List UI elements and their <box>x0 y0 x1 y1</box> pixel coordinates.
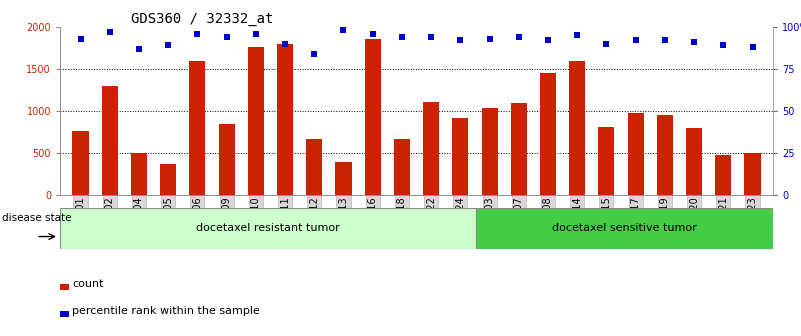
Bar <box>306 139 322 195</box>
Text: docetaxel sensitive tumor: docetaxel sensitive tumor <box>552 223 697 234</box>
Point <box>658 38 671 43</box>
Point <box>279 41 292 46</box>
Bar <box>715 155 731 195</box>
Point <box>688 39 701 45</box>
Bar <box>73 131 89 195</box>
Bar <box>160 164 176 195</box>
Point <box>249 31 262 36</box>
Bar <box>60 311 69 317</box>
Bar <box>511 103 527 195</box>
Bar <box>248 47 264 195</box>
Bar <box>570 61 586 195</box>
Point <box>103 29 116 35</box>
Text: percentile rank within the sample: percentile rank within the sample <box>72 306 260 316</box>
Bar <box>481 108 497 195</box>
Point <box>600 41 613 46</box>
Bar <box>453 118 469 195</box>
Point <box>746 44 759 50</box>
Bar <box>219 124 235 195</box>
Bar <box>744 153 760 195</box>
Bar <box>102 86 118 195</box>
Point <box>337 28 350 33</box>
Bar <box>657 115 673 195</box>
Bar <box>60 208 476 249</box>
Bar <box>423 101 439 195</box>
Point <box>366 31 379 36</box>
Point <box>220 34 233 40</box>
Point <box>717 43 730 48</box>
Text: docetaxel resistant tumor: docetaxel resistant tumor <box>196 223 340 234</box>
Point <box>425 34 437 40</box>
Point <box>308 51 320 56</box>
Bar <box>686 128 702 195</box>
Text: disease state: disease state <box>2 213 72 223</box>
Text: GDS360 / 32332_at: GDS360 / 32332_at <box>131 12 274 26</box>
Point <box>483 36 496 41</box>
Point <box>396 34 409 40</box>
Bar <box>394 138 410 195</box>
Bar <box>131 153 147 195</box>
Point <box>541 38 554 43</box>
Point <box>191 31 203 36</box>
Bar <box>540 73 556 195</box>
Bar <box>628 114 644 195</box>
Bar <box>277 44 293 195</box>
Bar <box>60 284 69 290</box>
Bar <box>476 208 773 249</box>
Text: count: count <box>72 279 103 289</box>
Point <box>162 43 175 48</box>
Point <box>454 38 467 43</box>
Point <box>74 36 87 41</box>
Point <box>571 33 584 38</box>
Point <box>630 38 642 43</box>
Bar <box>189 61 205 195</box>
Bar <box>364 39 380 195</box>
Bar <box>598 127 614 195</box>
Point <box>513 34 525 40</box>
Point <box>132 46 145 51</box>
Bar <box>336 162 352 195</box>
